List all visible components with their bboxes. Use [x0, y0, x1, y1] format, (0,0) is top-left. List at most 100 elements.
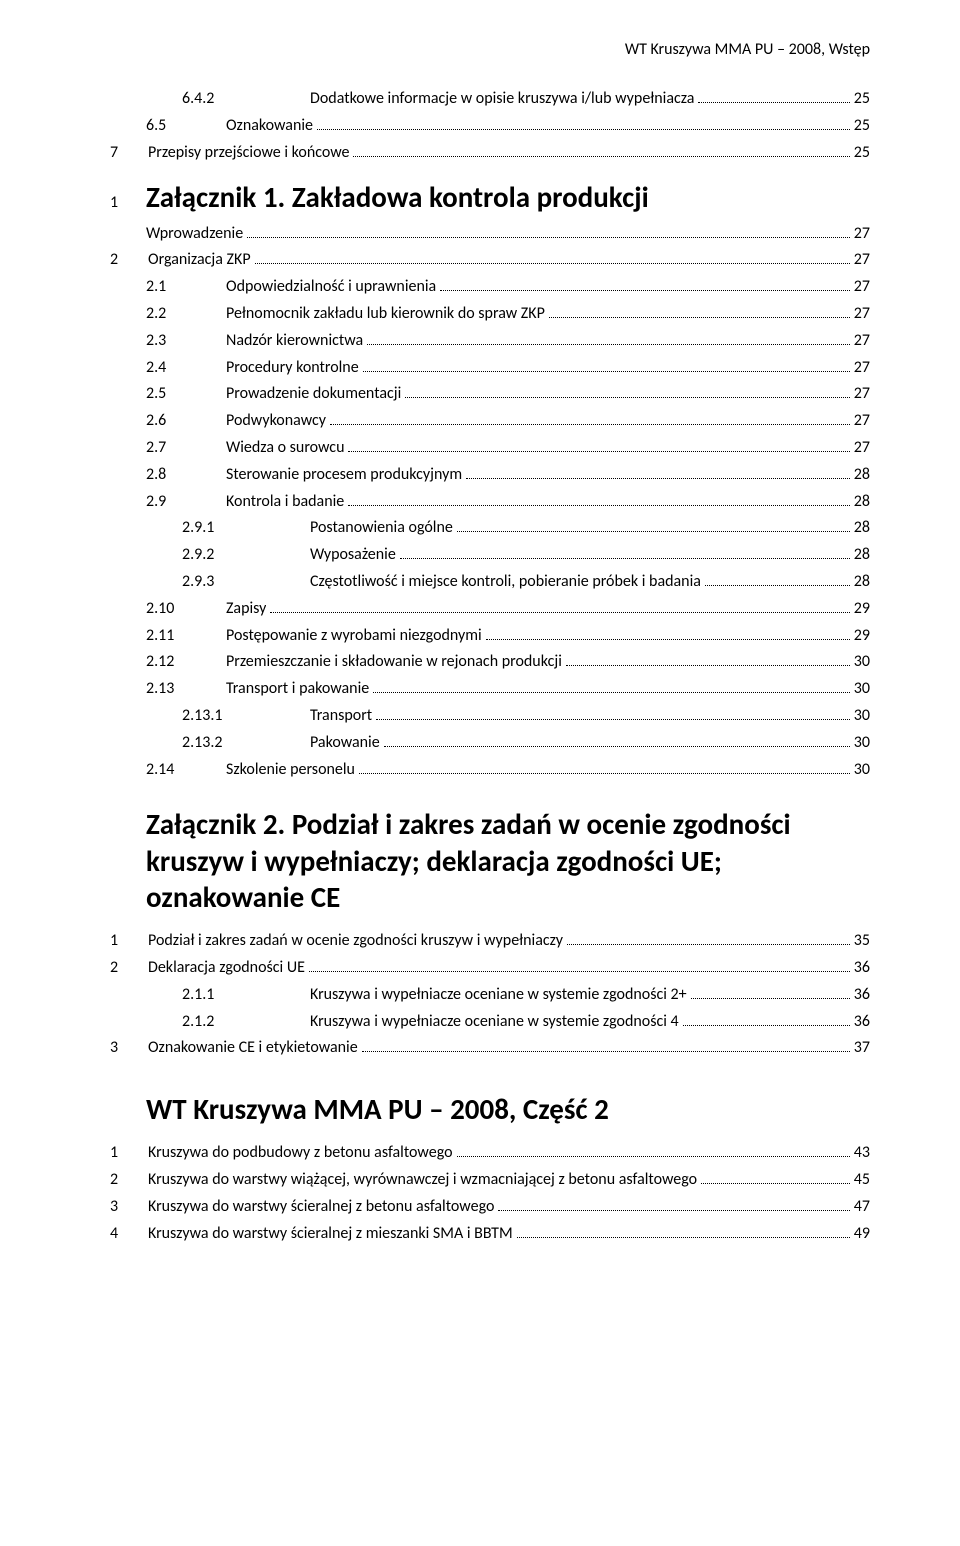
- toc-line: 2Organizacja ZKP27: [110, 248, 870, 273]
- toc-label: Postanowienia ogólne: [310, 516, 453, 541]
- toc-num: 3: [110, 1195, 148, 1220]
- toc-label: Kruszywa do podbudowy z betonu asfaltowe…: [148, 1141, 453, 1166]
- toc-num: 4: [110, 1222, 148, 1247]
- toc-label: Organizacja ZKP: [148, 248, 251, 273]
- toc-label: Nadzór kierownictwa: [226, 329, 363, 354]
- toc-page: 27: [854, 382, 870, 407]
- toc-block-section2: 1Podział i zakres zadań w ocenie zgodnoś…: [110, 929, 870, 1061]
- toc-leader: [363, 359, 850, 371]
- toc-label: Prowadzenie dokumentacji: [226, 382, 401, 407]
- toc-block-top: 6.4.2Dodatkowe informacje w opisie krusz…: [110, 87, 870, 165]
- toc-line: 2.5Prowadzenie dokumentacji 27: [110, 382, 870, 407]
- toc-line: 2.7Wiedza o surowcu27: [110, 436, 870, 461]
- toc-page: 28: [854, 570, 870, 595]
- toc-label: Podwykonawcy: [226, 409, 326, 434]
- toc-leader: [466, 467, 850, 479]
- toc-page: 30: [854, 704, 870, 729]
- toc-page: 27: [854, 302, 870, 327]
- toc-leader: [247, 225, 850, 237]
- toc-page: 27: [854, 222, 870, 247]
- toc-leader: [362, 1040, 850, 1052]
- toc-page: 49: [854, 1222, 870, 1247]
- toc-line: 2Deklaracja zgodności UE36: [110, 956, 870, 981]
- toc-line: 4Kruszywa do warstwy ścieralnej z miesza…: [110, 1222, 870, 1247]
- toc-line: 1Podział i zakres zadań w ocenie zgodnoś…: [110, 929, 870, 954]
- toc-label: Przepisy przejściowe i końcowe: [148, 141, 349, 166]
- toc-label: Kontrola i badanie: [226, 490, 344, 515]
- toc-page: 29: [854, 597, 870, 622]
- toc-page: 27: [854, 329, 870, 354]
- toc-label: Zapisy: [226, 597, 266, 622]
- toc-label: Kruszywa do warstwy wiążącej, wyrównawcz…: [148, 1168, 697, 1193]
- toc-num: 2.9: [110, 490, 226, 515]
- toc-line: 2.13Transport i pakowanie30: [110, 677, 870, 702]
- toc-page: 28: [854, 543, 870, 568]
- toc-line: 2.9.1Postanowienia ogólne 28: [110, 516, 870, 541]
- toc-label: Pakowanie: [310, 731, 380, 756]
- toc-num: 2.7: [110, 436, 226, 461]
- toc-line: 2.13.1Transport30: [110, 704, 870, 729]
- toc-label: Transport i pakowanie: [226, 677, 369, 702]
- toc-num: 2.9.1: [110, 516, 310, 541]
- toc-label: Dodatkowe informacje w opisie kruszywa i…: [310, 87, 694, 112]
- toc-page: 28: [854, 516, 870, 541]
- toc-leader: [330, 413, 850, 425]
- toc-label: Przemieszczanie i składowanie w rejonach…: [226, 650, 562, 675]
- toc-label: Szkolenie personelu: [226, 758, 355, 783]
- section1-title: Załącznik 1. Zakładowa kontrola produkcj…: [146, 179, 649, 215]
- toc-page: 30: [854, 758, 870, 783]
- toc-num: 2: [110, 956, 148, 981]
- toc-block-section3: 1Kruszywa do podbudowy z betonu asfaltow…: [110, 1141, 870, 1246]
- toc-line: 6.4.2Dodatkowe informacje w opisie krusz…: [110, 87, 870, 112]
- page-header: WT Kruszywa MMA PU – 2008, Wstęp: [110, 40, 870, 59]
- toc-page: 27: [854, 436, 870, 461]
- toc-leader: [405, 386, 850, 398]
- toc-num: 2.9.3: [110, 570, 310, 595]
- toc-num: 2.14: [110, 758, 226, 783]
- toc-num: 7: [110, 141, 148, 166]
- toc-num: 2.3: [110, 329, 226, 354]
- toc-page: 27: [854, 275, 870, 300]
- toc-label: Deklaracja zgodności UE: [148, 956, 305, 981]
- toc-leader: [701, 1172, 850, 1184]
- toc-leader: [698, 91, 849, 103]
- toc-num: 2.10: [110, 597, 226, 622]
- toc-page: 28: [854, 463, 870, 488]
- toc-label: Oznakowanie: [226, 114, 313, 139]
- toc-page: 25: [854, 87, 870, 112]
- toc-page: 28: [854, 490, 870, 515]
- toc-label: Kruszywa do warstwy ścieralnej z mieszan…: [148, 1222, 513, 1247]
- toc-label: Procedury kontrolne: [226, 356, 359, 381]
- toc-label: Wyposażenie: [310, 543, 396, 568]
- toc-num: 2: [110, 248, 148, 273]
- toc-leader: [400, 547, 850, 559]
- toc-leader: [549, 306, 850, 318]
- section3-title: WT Kruszywa MMA PU – 2008, Część 2: [146, 1091, 870, 1127]
- toc-num: 2.1: [110, 275, 226, 300]
- toc-page: 45: [854, 1168, 870, 1193]
- toc-line: 2.2Pełnomocnik zakładu lub kierownik do …: [110, 302, 870, 327]
- toc-line: 7Przepisy przejściowe i końcowe25: [110, 141, 870, 166]
- toc-num: 2.1.2: [110, 1010, 310, 1035]
- toc-line: 3Oznakowanie CE i etykietowanie37: [110, 1036, 870, 1061]
- toc-page: 27: [854, 409, 870, 434]
- toc-page: 47: [854, 1195, 870, 1220]
- toc-leader: [384, 735, 850, 747]
- toc-line: 2.1.1Kruszywa i wypełniacze oceniane w s…: [110, 983, 870, 1008]
- toc-num: 6.4.2: [110, 87, 310, 112]
- toc-num: 2: [110, 1168, 148, 1193]
- toc-leader: [367, 333, 850, 345]
- toc-leader: [309, 960, 850, 972]
- toc-label: Podział i zakres zadań w ocenie zgodnośc…: [148, 929, 563, 954]
- section1-heading-row: 1 Załącznik 1. Zakładowa kontrola produk…: [110, 179, 870, 215]
- toc-leader: [373, 681, 850, 693]
- toc-num: 6.5: [110, 114, 226, 139]
- toc-leader: [566, 654, 850, 666]
- toc-num: 2.13.2: [110, 731, 310, 756]
- toc-line: 2Kruszywa do warstwy wiążącej, wyrównawc…: [110, 1168, 870, 1193]
- toc-label: Sterowanie procesem produkcyjnym: [226, 463, 462, 488]
- toc-num: 2.13.1: [110, 704, 310, 729]
- toc-line: 2.8Sterowanie procesem produkcyjnym28: [110, 463, 870, 488]
- toc-num: 2.5: [110, 382, 226, 407]
- toc-line: 2.1.2Kruszywa i wypełniacze oceniane w s…: [110, 1010, 870, 1035]
